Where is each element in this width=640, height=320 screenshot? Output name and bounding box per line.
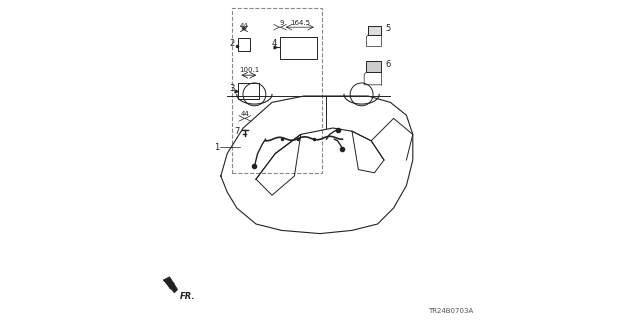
Text: 2: 2 bbox=[229, 39, 234, 48]
Text: TR24B0703A: TR24B0703A bbox=[428, 308, 474, 314]
Text: 1: 1 bbox=[214, 143, 219, 152]
Text: 7: 7 bbox=[234, 127, 239, 136]
Bar bbox=[368, 26, 381, 35]
Bar bbox=[366, 61, 381, 72]
Text: 4: 4 bbox=[271, 39, 277, 48]
Bar bbox=[280, 37, 317, 59]
Text: 44: 44 bbox=[241, 111, 249, 117]
Text: 6: 6 bbox=[385, 60, 391, 68]
Polygon shape bbox=[163, 277, 178, 293]
Text: 164.5: 164.5 bbox=[290, 20, 310, 26]
Text: 3: 3 bbox=[229, 84, 234, 92]
Bar bbox=[239, 38, 250, 51]
Text: 5: 5 bbox=[385, 24, 391, 33]
Text: 44: 44 bbox=[240, 23, 248, 29]
Text: 9: 9 bbox=[279, 20, 284, 26]
Text: FR.: FR. bbox=[180, 292, 195, 301]
Bar bbox=[239, 83, 259, 99]
Text: 100.1: 100.1 bbox=[239, 67, 259, 73]
